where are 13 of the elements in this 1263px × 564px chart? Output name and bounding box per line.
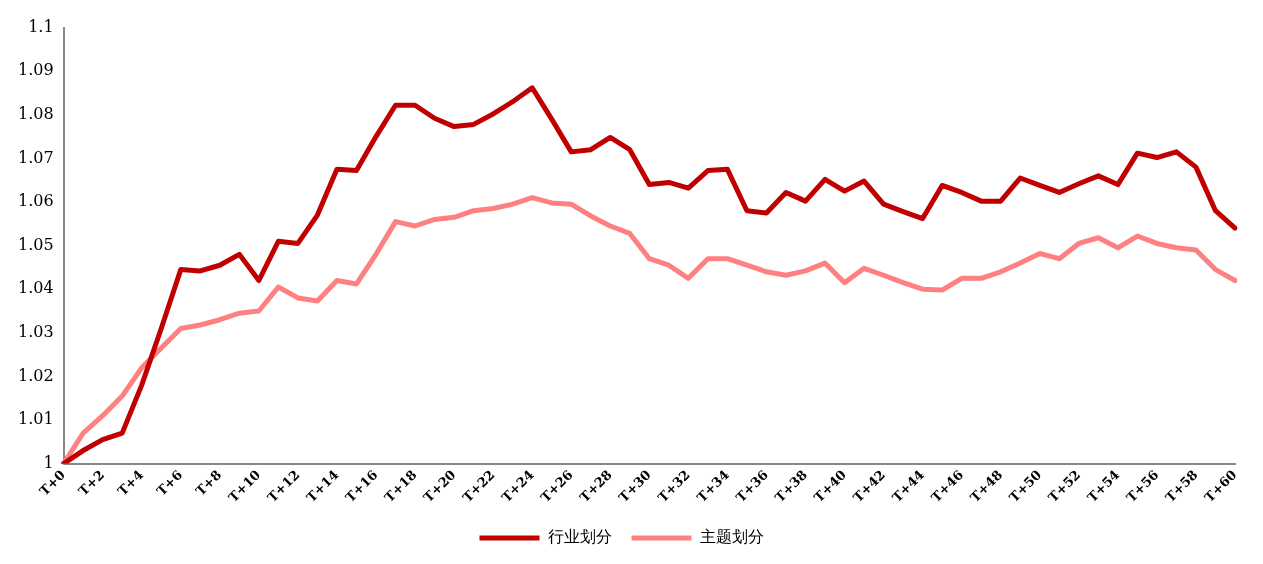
legend-label: 行业划分 bbox=[547, 527, 612, 547]
y-tick-label: 1.01 bbox=[18, 409, 54, 429]
y-tick-label: 1 bbox=[43, 452, 54, 472]
y-tick-label: 1.05 bbox=[18, 234, 54, 254]
legend-label: 主题划分 bbox=[699, 527, 764, 547]
y-tick-label: 1.06 bbox=[18, 191, 54, 211]
y-tick-label: 1.04 bbox=[18, 278, 54, 298]
y-tick-label: 1.07 bbox=[18, 147, 54, 167]
y-tick-label: 1.03 bbox=[18, 321, 54, 341]
y-tick-label: 1.08 bbox=[18, 103, 54, 123]
y-tick-label: 1.1 bbox=[28, 16, 54, 36]
y-tick-label: 1.02 bbox=[18, 365, 54, 385]
y-tick-label: 1.09 bbox=[18, 60, 54, 80]
